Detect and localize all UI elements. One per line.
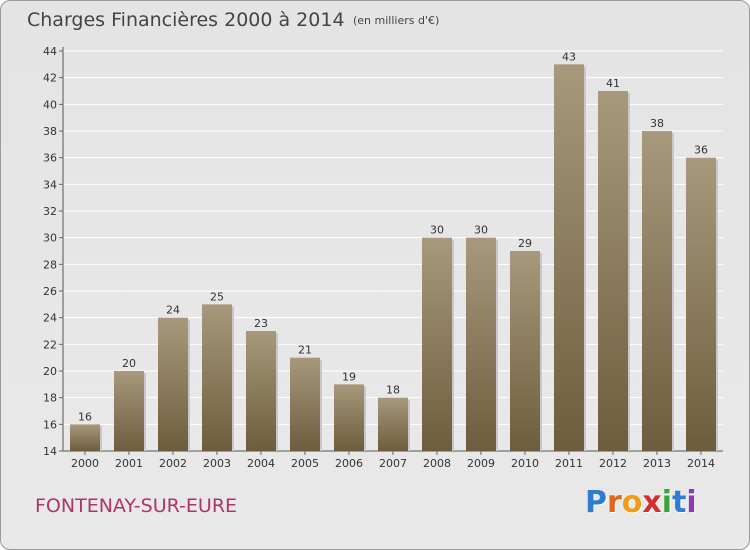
x-tick-label: 2009 xyxy=(467,457,495,470)
data-label: 20 xyxy=(122,357,136,370)
city-name: FONTENAY-SUR-EURE xyxy=(35,495,238,517)
y-tick-label: 32 xyxy=(43,205,57,218)
y-tick-label: 20 xyxy=(43,365,57,378)
x-tick-label: 2013 xyxy=(643,457,671,470)
bar xyxy=(246,331,276,451)
logo-letter: o xyxy=(621,485,643,520)
bar xyxy=(510,251,540,451)
x-tick-label: 2012 xyxy=(599,457,627,470)
x-tick-label: 2008 xyxy=(423,457,451,470)
logo-letter: t xyxy=(672,485,687,520)
chart-subtitle: (en milliers d'€) xyxy=(353,14,440,27)
y-tick-label: 18 xyxy=(43,392,57,405)
x-tick-label: 2005 xyxy=(291,457,319,470)
x-tick-label: 2000 xyxy=(71,457,99,470)
data-label: 18 xyxy=(386,384,400,397)
data-label: 30 xyxy=(430,224,444,237)
y-tick-label: 28 xyxy=(43,258,57,271)
data-label: 16 xyxy=(78,410,92,423)
logo-letter: x xyxy=(642,485,662,520)
bar xyxy=(334,384,364,451)
data-label: 19 xyxy=(342,370,356,383)
data-label: 24 xyxy=(166,304,180,317)
y-tick-label: 42 xyxy=(43,72,57,85)
data-label: 29 xyxy=(518,237,532,250)
x-tick-label: 2010 xyxy=(511,457,539,470)
x-tick-label: 2007 xyxy=(379,457,407,470)
bar xyxy=(554,64,584,452)
x-tick-label: 2001 xyxy=(115,457,143,470)
x-tick-label: 2006 xyxy=(335,457,363,470)
x-tick-label: 2011 xyxy=(555,457,583,470)
data-label: 30 xyxy=(474,224,488,237)
y-tick-label: 26 xyxy=(43,285,57,298)
bar xyxy=(70,424,100,451)
x-tick-label: 2002 xyxy=(159,457,187,470)
logo-letter: i xyxy=(661,485,673,520)
y-tick-label: 24 xyxy=(43,312,57,325)
bar xyxy=(202,304,232,451)
y-tick-label: 38 xyxy=(43,125,57,138)
data-label: 41 xyxy=(606,77,620,90)
x-tick-label: 2014 xyxy=(687,457,715,470)
y-tick-label: 22 xyxy=(43,338,57,351)
y-tick-label: 34 xyxy=(43,178,57,191)
bar xyxy=(378,397,408,451)
y-tick-label: 14 xyxy=(43,445,57,458)
bar xyxy=(290,357,320,451)
y-tick-label: 36 xyxy=(43,152,57,165)
bar xyxy=(158,317,188,451)
bar xyxy=(422,237,452,451)
data-label: 36 xyxy=(694,144,708,157)
x-tick-label: 2004 xyxy=(247,457,275,470)
y-tick-label: 16 xyxy=(43,418,57,431)
logo-letter: P xyxy=(585,485,607,520)
logo-letter: r xyxy=(607,485,622,520)
logo-letter: i xyxy=(686,485,697,520)
y-tick-label: 44 xyxy=(43,45,57,58)
y-tick-label: 40 xyxy=(43,98,57,111)
bar xyxy=(114,371,144,451)
data-label: 25 xyxy=(210,290,224,303)
bar xyxy=(598,91,628,451)
y-tick-label: 30 xyxy=(43,232,57,245)
data-label: 38 xyxy=(650,117,664,130)
data-label: 23 xyxy=(254,317,268,330)
proxiti-logo: Proxiti xyxy=(585,485,697,520)
chart-title: Charges Financières 2000 à 2014 xyxy=(27,9,345,31)
bar xyxy=(686,157,716,451)
bar xyxy=(642,131,672,451)
bar xyxy=(466,237,496,451)
data-label: 21 xyxy=(298,344,312,357)
x-tick-label: 2003 xyxy=(203,457,231,470)
data-label: 43 xyxy=(562,50,576,63)
